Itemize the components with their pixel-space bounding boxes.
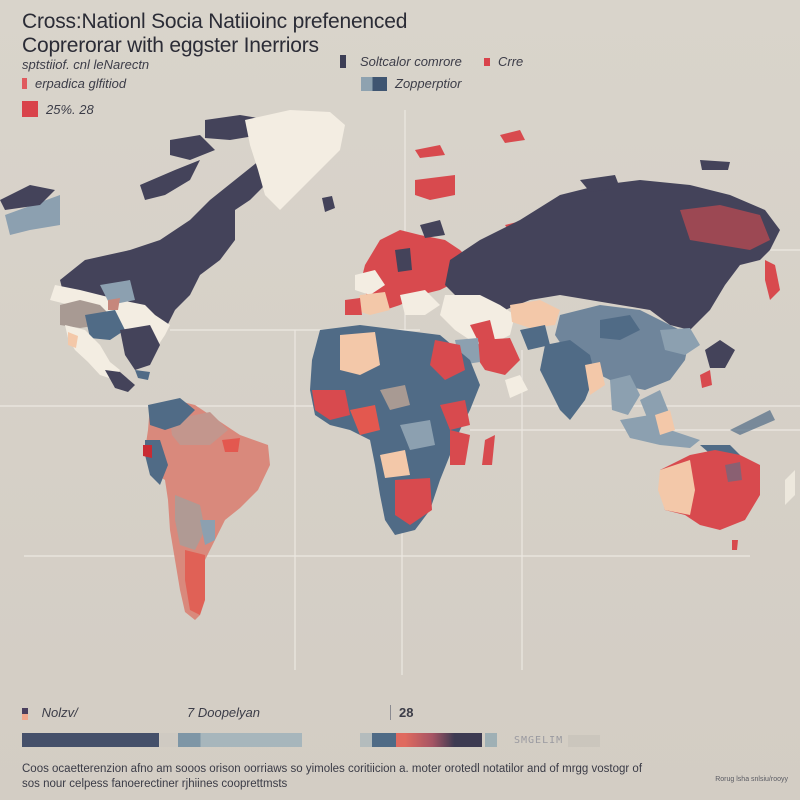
legend-item-3: Soltcalor comrore [340, 54, 462, 69]
scale-label: SMGELIM [514, 735, 564, 746]
subtitle: sptstiiof. cnl leNarectn [22, 57, 150, 72]
australia [658, 450, 760, 550]
legend-bar-slate [178, 733, 302, 747]
legend-label: Crre [498, 54, 524, 69]
source-credit: Rorug lsha snlsiu/rooyy [715, 776, 788, 783]
legend-swatch-icon [22, 78, 27, 89]
legend-swatch-icon [340, 55, 346, 68]
middle-east-central-asia [440, 295, 560, 398]
legend-swatch-icon [484, 57, 490, 66]
legend-label: 28 [399, 705, 414, 720]
russia [445, 160, 780, 330]
title-line-1: Cross:Nationl Socia Natiioinc prefenence… [22, 10, 408, 33]
legend-bar-gap [160, 733, 178, 747]
southeast-asia [620, 410, 740, 458]
legend-label: Soltcalor comrore [360, 54, 462, 69]
legend-item-4: Crre [484, 54, 523, 69]
legend-label: 25%. 28 [46, 101, 94, 117]
legend-bar-diverging [372, 733, 482, 747]
bottom-legend-item-2: 7 Doopelyan [187, 705, 260, 720]
legend-label: Nolzv/ [41, 705, 78, 720]
legend-item-2: 25%. 28 [22, 101, 94, 117]
caption-line-1: Coos ocaetterenzion afno am sooos orison… [22, 763, 643, 775]
legend-swatch-icon [361, 76, 387, 91]
legend-label: Zopperptior [395, 76, 462, 91]
page-title: Cross:Nationl Socia Natiioinc prefenence… [22, 10, 407, 58]
legend-swatch-icon [22, 101, 38, 117]
legend-label: 7 Doopelyan [187, 705, 260, 720]
legend-swatch-icon [22, 707, 28, 720]
caption-line-2: sos nour celpess fanoerectiner rjhiines … [22, 778, 288, 790]
caption: Coos ocaetterenzion afno am sooos orison… [22, 762, 702, 792]
title-line-2: Coprerorar with eggster Inerriors [22, 34, 319, 57]
legend-label: erpadica glfitiod [35, 76, 127, 91]
legend-bar-faded [568, 735, 600, 747]
legend-bar-end [485, 733, 497, 747]
africa [310, 325, 495, 535]
bottom-legend-item-1: Nolzv/ [22, 705, 78, 720]
legend-item-1: erpadica glfitiod [22, 76, 126, 91]
legend-item-5: Zopperptior [361, 76, 461, 91]
bottom-legend-item-3: 28 [390, 705, 413, 720]
greenland [245, 110, 345, 210]
world-choropleth-map [0, 110, 800, 675]
legend-bar-dark [22, 733, 159, 747]
south-america [143, 398, 270, 620]
legend-bar-tick [360, 733, 372, 747]
